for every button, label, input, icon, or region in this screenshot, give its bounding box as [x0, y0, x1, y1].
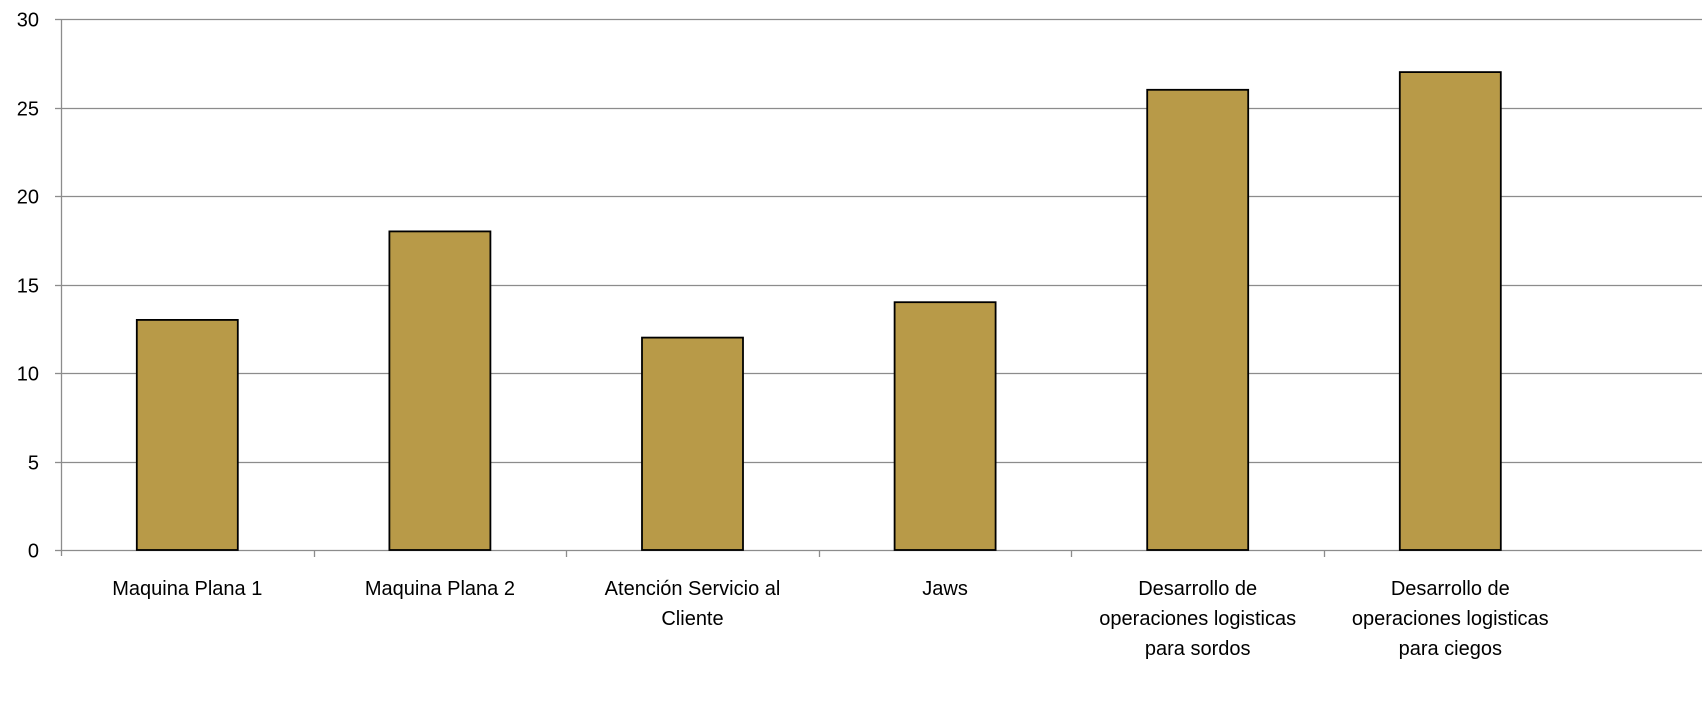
x-tick-label: Maquina Plana 1 [112, 578, 262, 600]
y-tick-label: 5 [28, 453, 39, 475]
y-tick-label: 20 [17, 187, 39, 209]
bar [893, 301, 997, 551]
x-tick-label-line: Maquina Plana 1 [112, 578, 262, 600]
x-tick-label-line: Maquina Plana 2 [365, 578, 515, 600]
bar [1146, 88, 1250, 551]
x-tick-label: Jaws [922, 578, 968, 600]
bar [641, 336, 744, 551]
x-tick-label-line: Atención Servicio al [605, 578, 781, 600]
x-tick-label: Desarrollo de operaciones logisticas para … [1352, 578, 1549, 660]
y-tick-label: 25 [17, 99, 39, 121]
bar [1398, 71, 1502, 551]
x-tick-label-line: operaciones logisticas [1099, 608, 1296, 630]
y-tick-label: 10 [17, 364, 39, 386]
x-tick-label-line: para sordos [1145, 638, 1251, 660]
y-tick-labels: 0 5 10 15 20 25 30 [17, 10, 39, 563]
x-tick-labels: Maquina Plana 1 Maquina Plana 2 Atención S… [112, 578, 1548, 660]
x-tick-label-line: Desarrollo de [1138, 578, 1257, 600]
y-tick-label: 30 [17, 10, 39, 32]
x-tick-label-line: operaciones logisticas [1352, 608, 1549, 630]
x-tick-label-line: Cliente [661, 608, 723, 630]
x-tick-label-line: para ciegos [1399, 638, 1502, 660]
bar [388, 230, 492, 551]
x-tick-label: Maquina Plana 2 [365, 578, 515, 600]
x-tick-label-line: Jaws [922, 578, 968, 600]
y-tick-label: 0 [28, 541, 39, 563]
bars [135, 71, 1502, 551]
x-tick-label-line: Desarrollo de [1391, 578, 1510, 600]
x-tick-label: Atención Servicio al Cliente [605, 578, 781, 630]
y-tick-label: 15 [17, 276, 39, 298]
bar [135, 318, 239, 551]
x-tick-label: Desarrollo de operaciones logisticas para … [1099, 578, 1296, 660]
